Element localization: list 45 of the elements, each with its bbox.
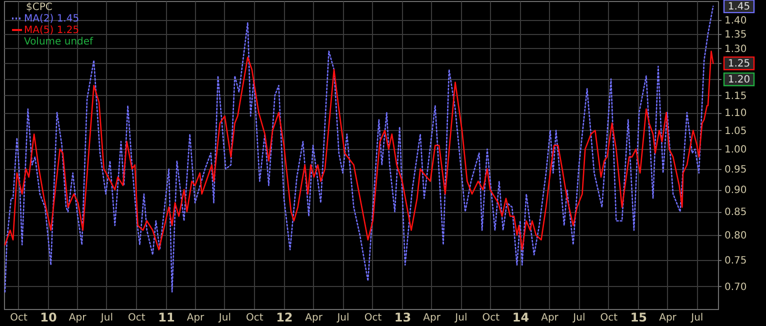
x-tick-label: Oct: [364, 312, 382, 324]
x-tick-label: Jul: [100, 312, 113, 324]
x-tick-label: Oct: [246, 312, 264, 324]
x-tick-label: 13: [394, 310, 412, 324]
y-tick-label: 1.30: [724, 44, 747, 55]
x-tick-label: 11: [158, 310, 175, 324]
x-tick-label: Apr: [68, 312, 88, 324]
x-tick-label: Apr: [541, 312, 560, 324]
data-label: 1.25: [728, 58, 750, 70]
y-tick-label: 1.15: [724, 90, 747, 102]
y-tick-label: 1.40: [724, 15, 747, 26]
x-tick-label: Jul: [572, 312, 586, 324]
x-tick-label: 10: [40, 310, 57, 324]
y-tick-label: 0.85: [724, 207, 747, 218]
x-tick-label: Apr: [659, 312, 678, 324]
y-tick-label: 0.90: [724, 185, 747, 196]
x-tick-label: Oct: [10, 312, 28, 324]
x-tick-label: Jul: [336, 312, 350, 324]
x-tick-label: Apr: [186, 312, 206, 324]
x-tick-label: Jul: [690, 312, 704, 324]
x-tick-label: Apr: [423, 312, 442, 324]
x-tick-label: 15: [630, 310, 648, 324]
text: 1.20: [728, 74, 750, 86]
legend-title: $CPC: [26, 2, 52, 13]
x-tick-label: 12: [276, 310, 293, 324]
x-tick-label: Apr: [305, 312, 324, 324]
annotation: Volume undef: [24, 36, 94, 48]
data-label: 1.45: [728, 1, 750, 12]
x-tick-label: Jul: [454, 312, 468, 324]
y-tick-label: 1.00: [724, 144, 747, 156]
y-tick-label: 1.05: [724, 126, 747, 137]
legend-label: MA(5) 1.25: [24, 25, 80, 36]
x-tick-label: Oct: [128, 312, 146, 324]
x-tick-label: Jul: [218, 312, 231, 324]
y-tick-label: 1.35: [724, 29, 747, 40]
y-tick-label: 0.70: [724, 282, 747, 293]
x-tick-label: 14: [512, 310, 530, 324]
y-tick-label: 1.10: [724, 108, 747, 120]
y-tick-label: 0.95: [724, 164, 747, 176]
y-tick-label: 0.75: [724, 255, 747, 266]
legend-label: MA(2) 1.45: [24, 14, 80, 24]
y-tick-label: 0.80: [724, 230, 747, 242]
x-tick-label: Oct: [600, 312, 618, 324]
x-tick-label: Oct: [482, 312, 500, 324]
line-series: [4, 50, 714, 250]
